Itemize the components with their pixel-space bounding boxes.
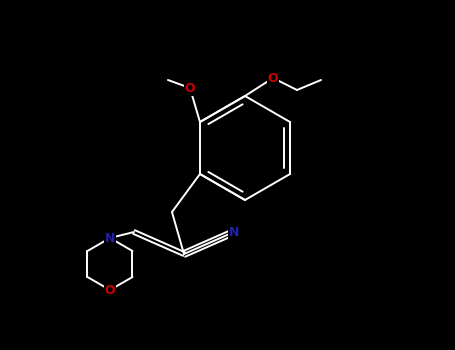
Text: O: O [105, 284, 115, 296]
Text: N: N [105, 231, 115, 245]
Text: N: N [229, 225, 239, 238]
Text: O: O [268, 71, 278, 84]
Text: O: O [185, 82, 195, 95]
